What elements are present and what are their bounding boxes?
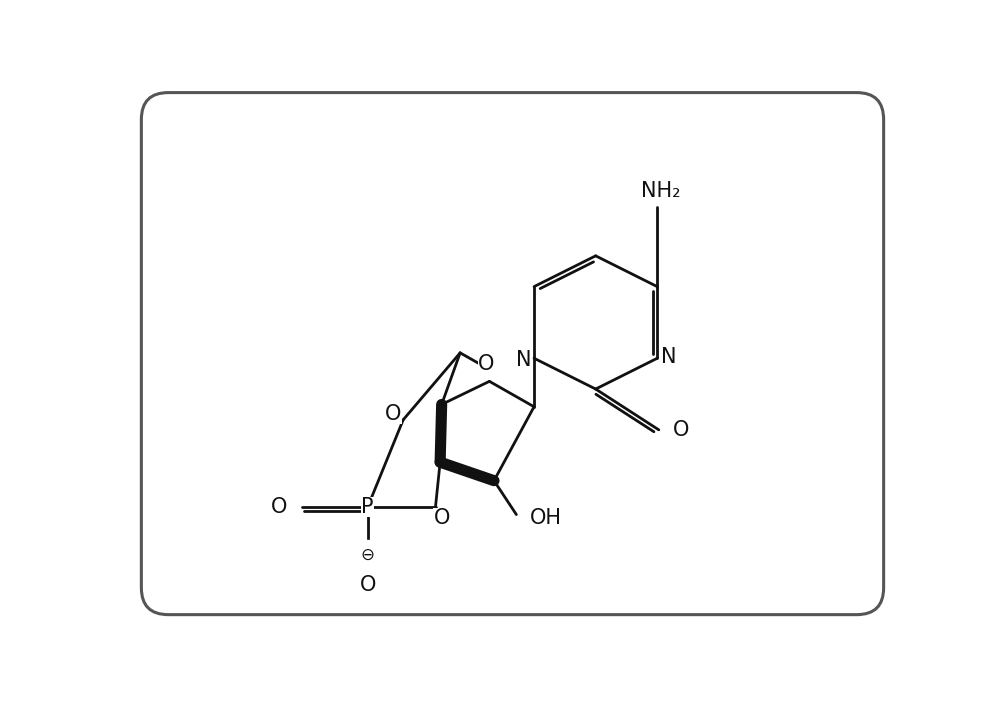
Text: O: O <box>433 508 450 529</box>
Text: OH: OH <box>530 508 562 528</box>
Text: N: N <box>516 350 532 370</box>
Text: O: O <box>478 355 495 374</box>
Text: O: O <box>673 420 689 440</box>
Text: O: O <box>385 404 402 424</box>
Text: P: P <box>361 497 374 517</box>
Text: ⊖: ⊖ <box>361 545 375 564</box>
FancyBboxPatch shape <box>141 93 884 615</box>
Text: O: O <box>360 576 376 595</box>
Text: N: N <box>661 347 677 367</box>
Text: NH₂: NH₂ <box>641 181 681 201</box>
Text: O: O <box>271 497 288 517</box>
